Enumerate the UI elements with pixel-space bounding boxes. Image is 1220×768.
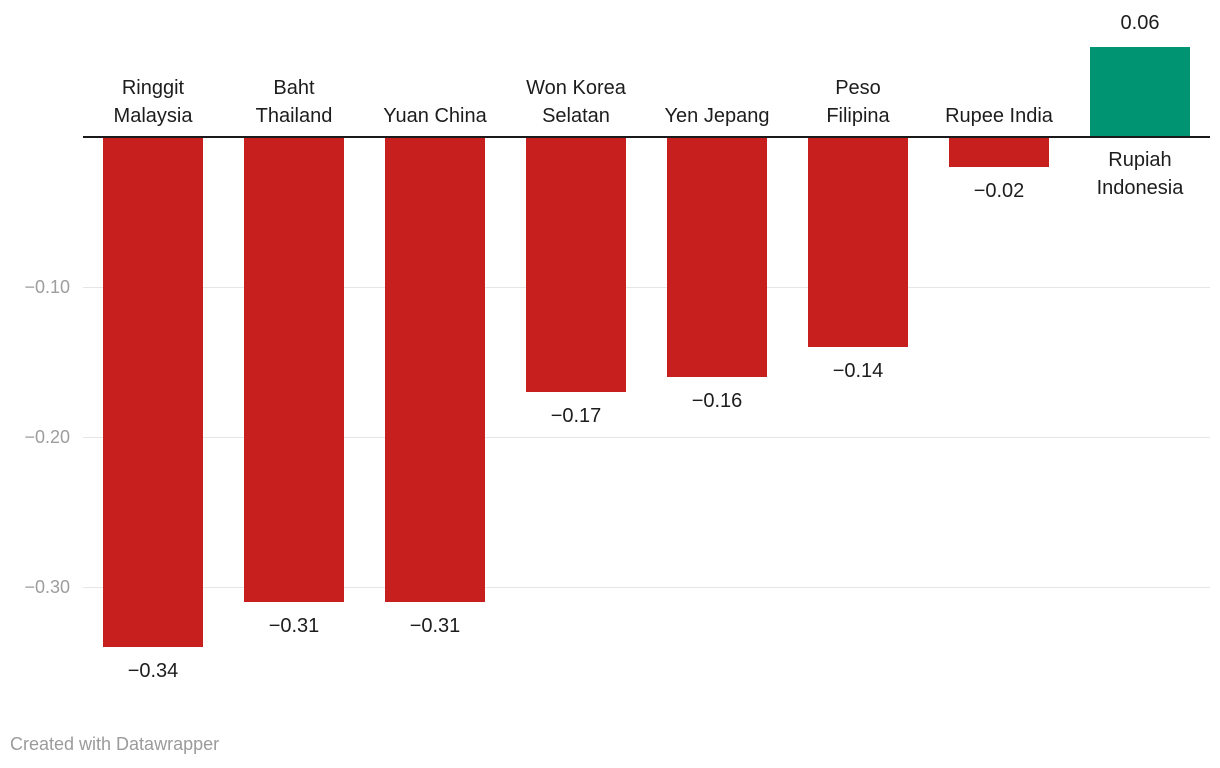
bar-baht-thailand: [244, 138, 344, 602]
bar-peso-filipina: [808, 138, 908, 347]
value-label-ringgit-malaysia: −0.34: [127, 660, 179, 682]
category-label-ringgit-malaysia: Ringgit Malaysia: [63, 74, 243, 130]
category-label-line: Selatan: [542, 105, 610, 127]
category-label-yuan-china: Yuan China: [345, 102, 525, 130]
category-label-baht-thailand: Baht Thailand: [204, 74, 384, 130]
category-label-line: Thailand: [255, 105, 333, 127]
bar-ringgit-malaysia: [103, 138, 203, 647]
value-label-rupee-india: −0.02: [973, 180, 1025, 202]
gridline: [83, 287, 1210, 288]
bar-rupiah-indonesia: [1090, 47, 1190, 136]
bar-won-korea-selatan: [526, 138, 626, 392]
category-label-yen-jepang: Yen Jepang: [627, 102, 807, 130]
category-label-line: Rupee India: [945, 105, 1053, 127]
value-label-yuan-china: −0.31: [409, 615, 461, 637]
category-label-line: Indonesia: [1096, 177, 1184, 199]
bar-rupee-india: [949, 138, 1049, 167]
value-label-yen-jepang: −0.16: [691, 390, 743, 412]
category-label-line: Filipina: [826, 105, 890, 127]
zero-baseline: [83, 136, 1210, 138]
gridline: [83, 587, 1210, 588]
category-label-peso-filipina: Peso Filipina: [768, 74, 948, 130]
category-label-line: Rupiah: [1108, 149, 1172, 171]
value-label-rupiah-indonesia: 0.06: [1120, 12, 1160, 34]
gridline: [83, 437, 1210, 438]
value-label-baht-thailand: −0.31: [268, 615, 320, 637]
y-axis-tick-label: −0.30: [24, 577, 70, 597]
category-label-line: Baht: [273, 77, 315, 99]
value-label-won-korea-selatan: −0.17: [550, 405, 602, 427]
category-label-rupiah-indonesia: Rupiah Indonesia: [1050, 146, 1220, 202]
category-label-line: Malaysia: [113, 105, 193, 127]
category-label-rupee-india: Rupee India: [909, 102, 1089, 130]
category-label-won-korea-selatan: Won Korea Selatan: [486, 74, 666, 130]
category-label-line: Won Korea: [526, 77, 626, 99]
category-label-line: Yen Jepang: [664, 105, 770, 127]
bar-yuan-china: [385, 138, 485, 602]
category-label-line: Peso: [835, 77, 881, 99]
y-axis-tick-label: −0.10: [24, 277, 70, 297]
category-label-line: Ringgit: [121, 77, 185, 99]
value-label-peso-filipina: −0.14: [832, 360, 884, 382]
y-axis-tick-label: −0.20: [24, 427, 70, 447]
category-label-line: Yuan China: [383, 105, 487, 127]
bar-yen-jepang: [667, 138, 767, 377]
datawrapper-credit-link[interactable]: Created with Datawrapper: [10, 734, 220, 754]
